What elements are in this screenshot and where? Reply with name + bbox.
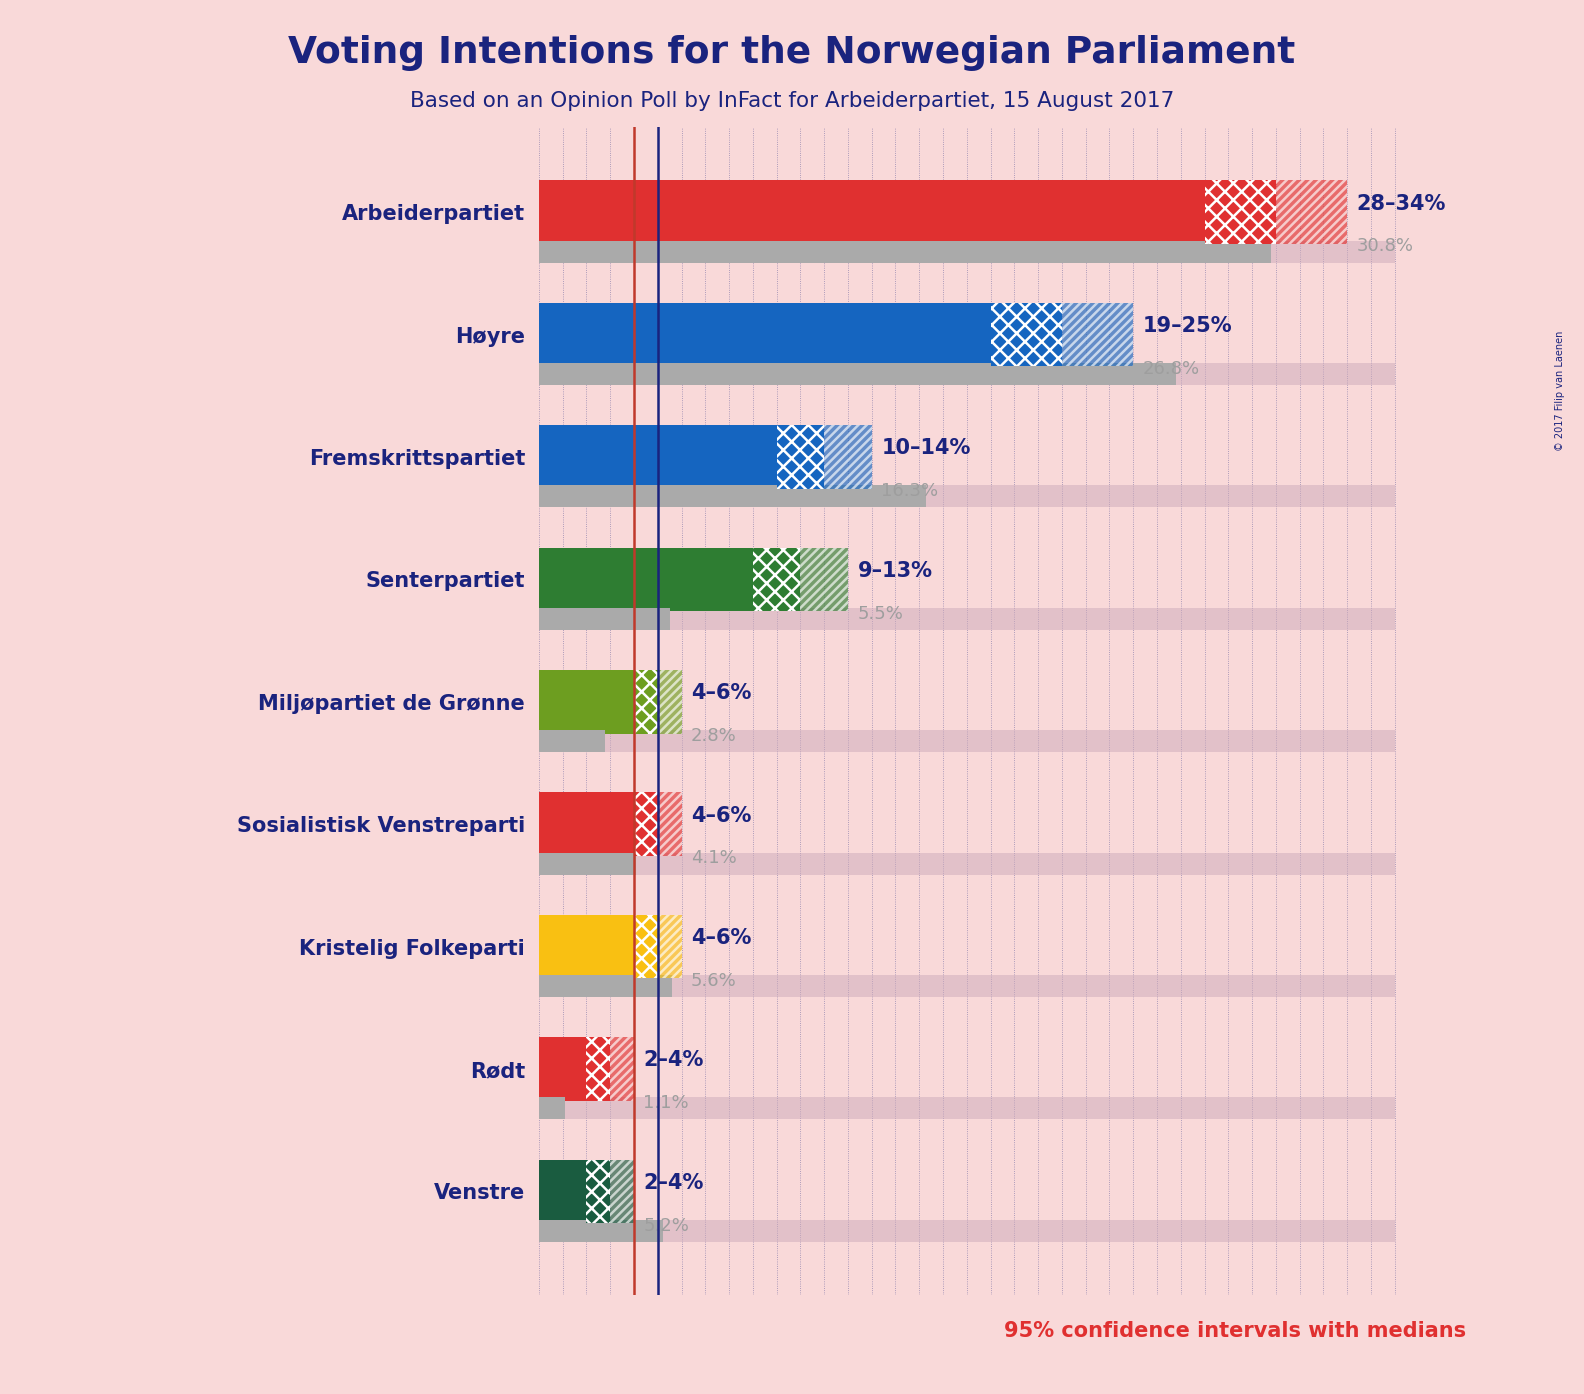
Text: 4.1%: 4.1%	[691, 849, 737, 867]
Text: 2–4%: 2–4%	[643, 1050, 703, 1071]
Bar	[824, 425, 871, 489]
Bar	[634, 914, 657, 979]
Text: 2–4%: 2–4%	[643, 1172, 703, 1193]
Bar	[539, 1160, 586, 1223]
Bar	[539, 302, 990, 367]
Text: 4–6%: 4–6%	[691, 928, 751, 948]
Text: 2.8%: 2.8%	[691, 728, 737, 744]
Text: 5.6%: 5.6%	[691, 972, 737, 990]
Text: 5.5%: 5.5%	[857, 605, 903, 623]
Text: 4–6%: 4–6%	[691, 806, 751, 825]
Text: 1.1%: 1.1%	[643, 1094, 689, 1112]
Bar	[776, 425, 824, 489]
Bar	[539, 608, 1394, 630]
Bar	[539, 1037, 586, 1101]
Bar	[539, 1097, 565, 1119]
Bar	[539, 1097, 1394, 1119]
Bar	[990, 302, 1061, 367]
Bar	[539, 362, 1175, 385]
Bar	[539, 362, 1394, 385]
Bar	[539, 853, 637, 874]
Bar	[800, 548, 847, 611]
Text: 95% confidence intervals with medians: 95% confidence intervals with medians	[1004, 1322, 1467, 1341]
Text: 26.8%: 26.8%	[1142, 360, 1199, 378]
Text: 30.8%: 30.8%	[1356, 237, 1413, 255]
Bar	[1275, 180, 1346, 244]
Bar	[539, 914, 634, 979]
Bar	[586, 1160, 610, 1223]
Bar	[610, 1160, 634, 1223]
Bar	[539, 485, 1394, 507]
Bar	[539, 730, 1394, 753]
Bar	[539, 425, 776, 489]
Bar	[539, 485, 927, 507]
Bar	[657, 792, 681, 856]
Bar	[634, 792, 657, 856]
Text: 19–25%: 19–25%	[1142, 316, 1232, 336]
Bar	[634, 671, 657, 733]
Bar	[657, 671, 681, 733]
Bar	[610, 1037, 634, 1101]
Bar	[1061, 302, 1133, 367]
Bar	[539, 180, 1204, 244]
Bar	[539, 853, 1394, 874]
Bar	[539, 1220, 662, 1242]
Bar	[539, 671, 634, 733]
Bar	[539, 241, 1270, 262]
Bar	[539, 730, 605, 753]
Text: 5.2%: 5.2%	[643, 1217, 689, 1235]
Text: © 2017 Filip van Laenen: © 2017 Filip van Laenen	[1555, 330, 1565, 450]
Text: Based on an Opinion Poll by InFact for Arbeiderpartiet, 15 August 2017: Based on an Opinion Poll by InFact for A…	[410, 91, 1174, 110]
Text: 28–34%: 28–34%	[1356, 194, 1446, 213]
Bar	[1204, 180, 1275, 244]
Bar	[657, 914, 681, 979]
Bar	[752, 548, 800, 611]
Bar	[539, 241, 1394, 262]
Text: 9–13%: 9–13%	[857, 560, 933, 581]
Bar	[586, 1037, 610, 1101]
Text: Voting Intentions for the Norwegian Parliament: Voting Intentions for the Norwegian Parl…	[288, 35, 1296, 71]
Bar	[539, 608, 670, 630]
Bar	[539, 548, 752, 611]
Text: 10–14%: 10–14%	[881, 438, 971, 459]
Bar	[539, 792, 634, 856]
Bar	[539, 1220, 1394, 1242]
Text: 4–6%: 4–6%	[691, 683, 751, 703]
Text: 16.3%: 16.3%	[881, 482, 938, 500]
Bar	[539, 974, 1394, 997]
Bar	[539, 974, 672, 997]
